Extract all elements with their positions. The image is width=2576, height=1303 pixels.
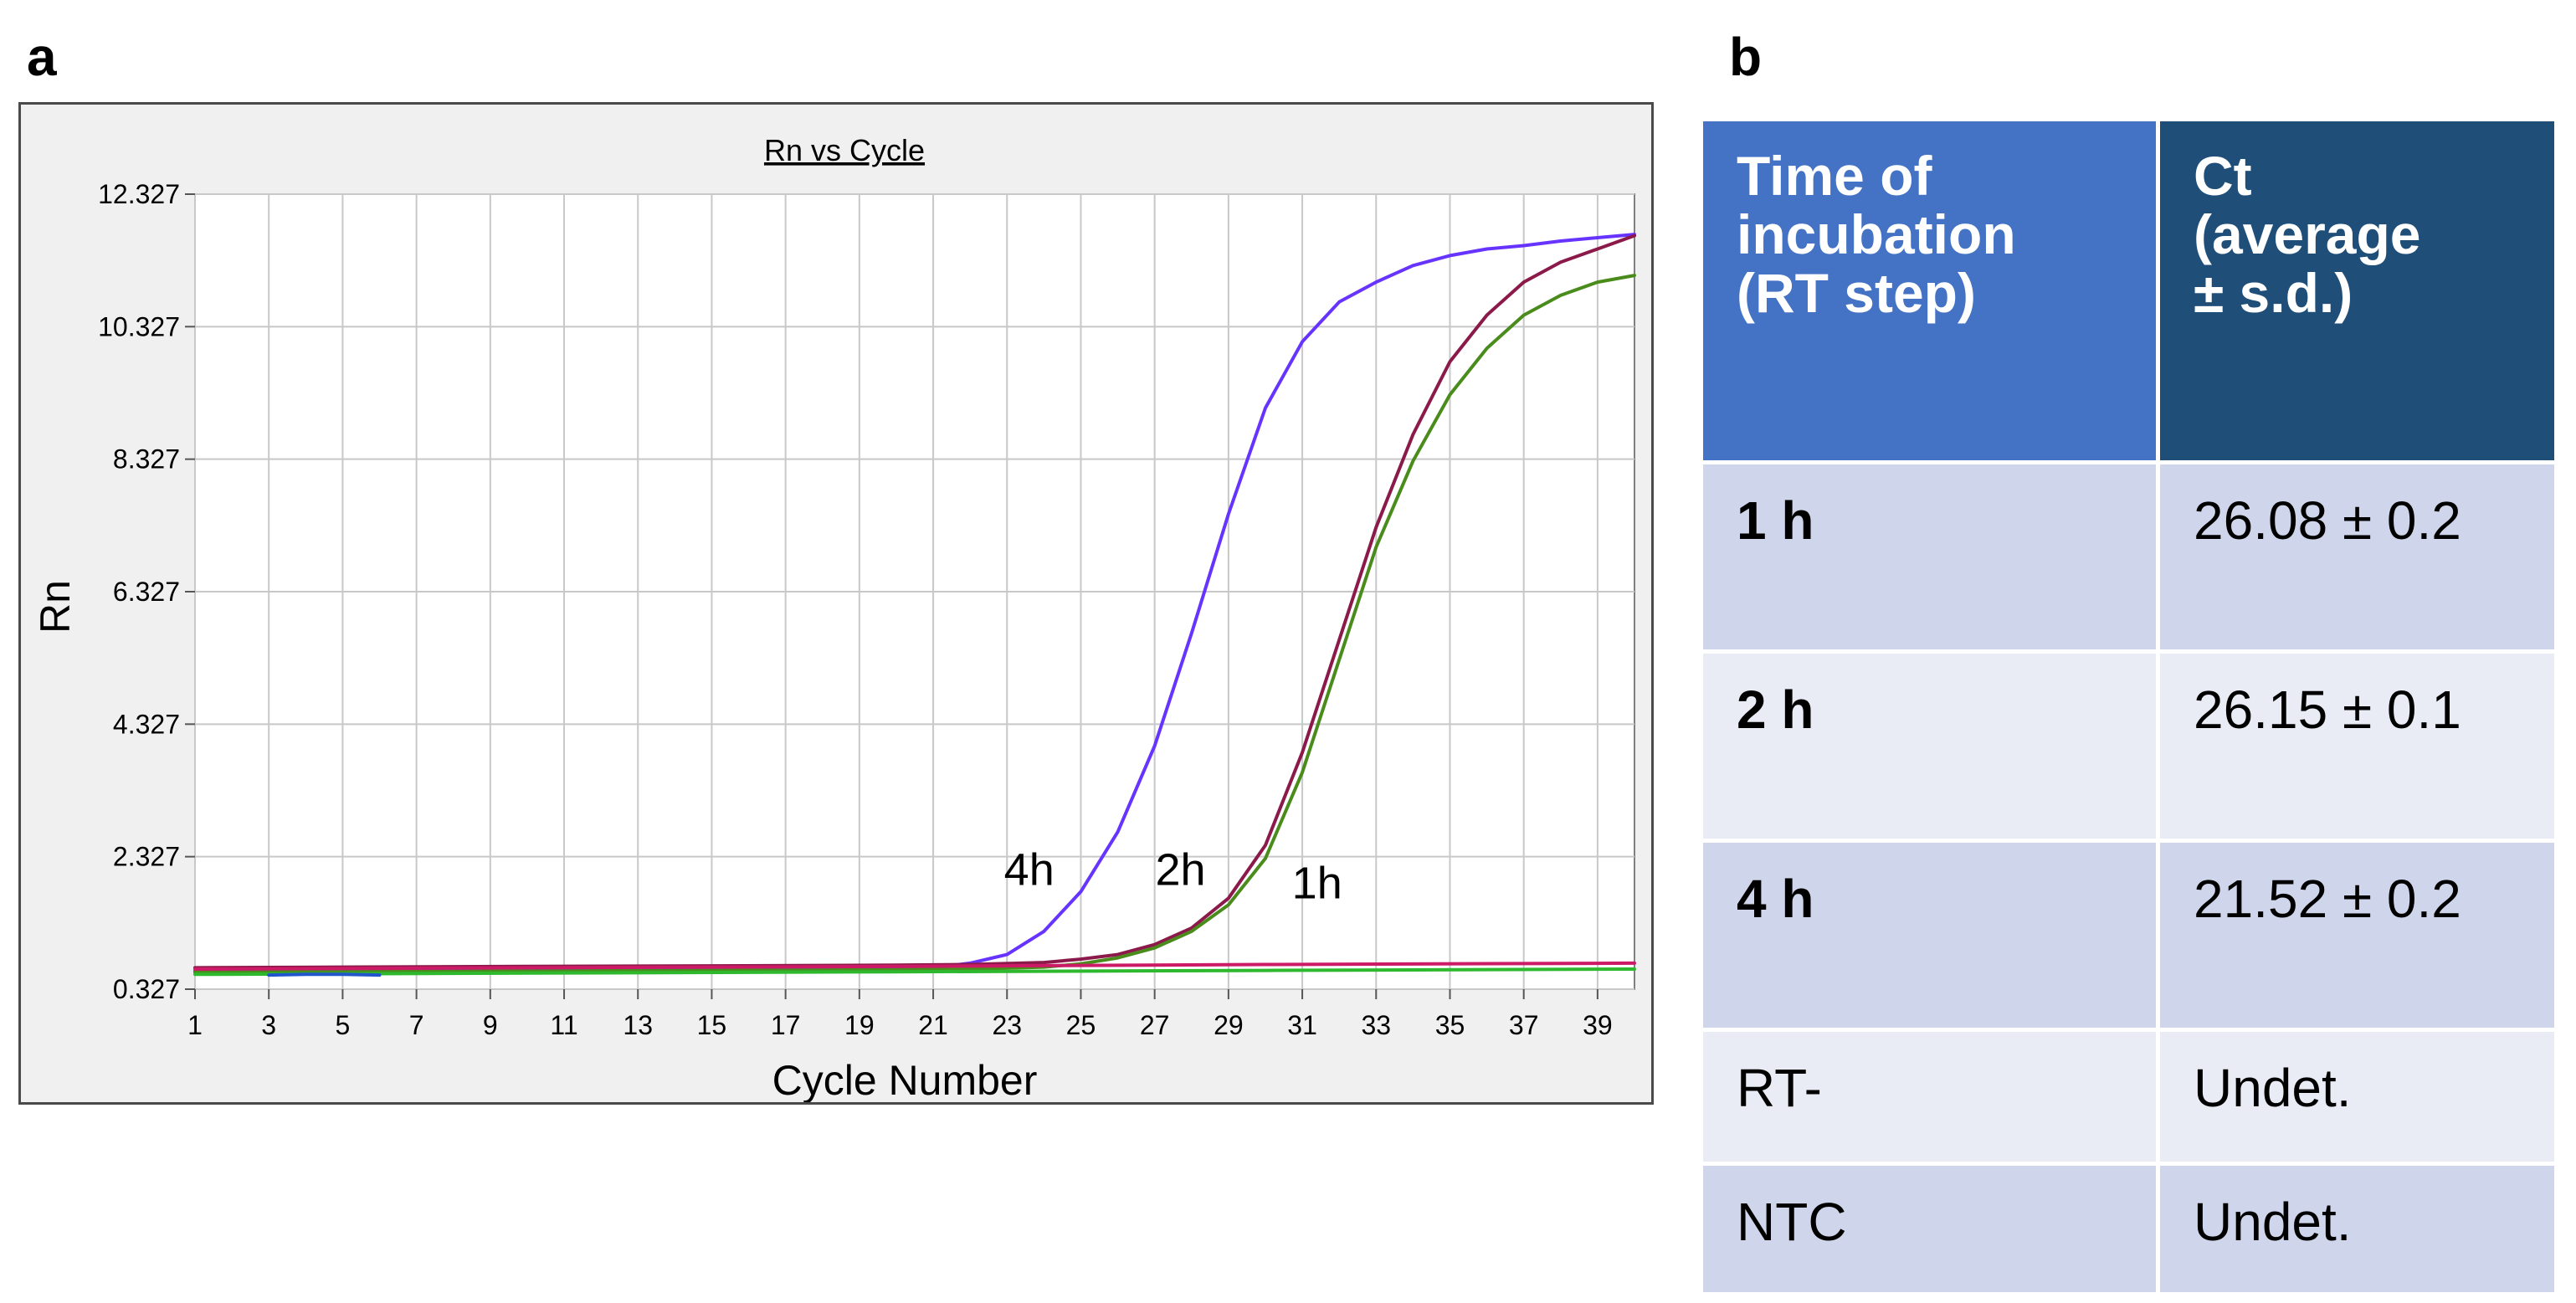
x-tick-label: 39 xyxy=(1583,1010,1613,1040)
time-cell: NTC xyxy=(1699,1162,2160,1296)
ct-results-table: Time of incubation (RT step) Ct (average… xyxy=(1699,117,2558,1296)
table-row: NTC Undet. xyxy=(1699,1162,2558,1296)
y-tick-label: 12.327 xyxy=(98,179,180,209)
series-group xyxy=(193,233,1636,977)
table-row: 1 h 26.08 ± 0.2 xyxy=(1699,460,2558,654)
panel-label-a: a xyxy=(27,27,57,87)
y-axis-label: Rn xyxy=(32,580,79,634)
curve-label-1h: 1h xyxy=(1292,858,1342,908)
y-tick-label: 6.327 xyxy=(113,577,180,607)
x-tick-label: 27 xyxy=(1140,1010,1170,1040)
x-tick-label: 1 xyxy=(187,1010,203,1040)
series-line-1h xyxy=(193,274,1636,974)
header-time-of-incubation: Time of incubation (RT step) xyxy=(1699,117,2160,464)
x-tick-label: 29 xyxy=(1214,1010,1244,1040)
x-tick-label: 31 xyxy=(1287,1010,1317,1040)
table-row: 4 h 21.52 ± 0.2 xyxy=(1699,839,2558,1032)
x-tick-label: 13 xyxy=(623,1010,653,1040)
ct-value-cell: 21.52 ± 0.2 xyxy=(2156,839,2558,1032)
y-tick-label: 8.327 xyxy=(113,444,180,475)
baseline-series-line xyxy=(193,961,1636,971)
x-tick-label: 33 xyxy=(1361,1010,1391,1040)
curve-label-2h: 2h xyxy=(1155,844,1205,895)
ct-value-cell: 26.08 ± 0.2 xyxy=(2156,460,2558,654)
x-tick-label: 35 xyxy=(1435,1010,1465,1040)
curve-labels: 4h 2h 1h xyxy=(1004,844,1342,908)
y-tick-label: 0.327 xyxy=(113,974,180,1004)
x-tick-label: 7 xyxy=(409,1010,424,1040)
x-tick-label: 15 xyxy=(697,1010,727,1040)
x-tick-label: 3 xyxy=(261,1010,276,1040)
x-axis-label: Cycle Number xyxy=(772,1057,1038,1102)
x-tick-label: 5 xyxy=(336,1010,351,1040)
baseline-series-line xyxy=(193,967,1636,977)
chart-title: Rn vs Cycle xyxy=(764,133,925,167)
x-tick-label: 37 xyxy=(1509,1010,1539,1040)
panel-label-b: b xyxy=(1729,27,1763,87)
time-cell: RT- xyxy=(1699,1028,2160,1166)
baseline-series-line xyxy=(267,972,382,977)
y-tick-label: 4.327 xyxy=(113,709,180,739)
x-tick-label: 11 xyxy=(550,1010,577,1040)
x-tick-label: 25 xyxy=(1066,1010,1096,1040)
header-ct: Ct (average ± s.d.) xyxy=(2156,117,2558,464)
x-tick-label: 17 xyxy=(771,1010,801,1040)
x-tick-label: 23 xyxy=(992,1010,1022,1040)
ct-value-cell: 26.15 ± 0.1 xyxy=(2156,649,2558,843)
time-cell: 4 h xyxy=(1699,839,2160,1032)
ct-value-cell: Undet. xyxy=(2156,1162,2558,1296)
chart-canvas: 1 3 5 7 9 11 13 15 17 19 21 23 25 27 29 31 33 35 37 390.327… xyxy=(32,133,1636,1102)
table-row: 2 h 26.15 ± 0.1 xyxy=(1699,649,2558,843)
table-row: RT- Undet. xyxy=(1699,1028,2558,1166)
x-tick-label: 19 xyxy=(844,1010,875,1040)
x-tick-label: 21 xyxy=(918,1010,948,1040)
x-tick-label: 9 xyxy=(483,1010,498,1040)
y-tick-label: 2.327 xyxy=(113,842,180,872)
y-tick-label: 10.327 xyxy=(98,311,180,341)
ct-value-cell: Undet. xyxy=(2156,1028,2558,1166)
time-cell: 1 h xyxy=(1699,460,2160,654)
amplification-chart: 1 3 5 7 9 11 13 15 17 19 21 23 25 27 29 31 33 35 37 39 0.327… xyxy=(18,102,1654,1105)
ticks: 1 3 5 7 9 11 13 15 17 19 21 23 25 27 29 31 33 35 37 390.327… xyxy=(98,179,1613,1040)
curve-label-4h: 4h xyxy=(1004,844,1055,895)
time-cell: 2 h xyxy=(1699,649,2160,843)
table-header-row: Time of incubation (RT step) Ct (average… xyxy=(1699,117,2558,464)
